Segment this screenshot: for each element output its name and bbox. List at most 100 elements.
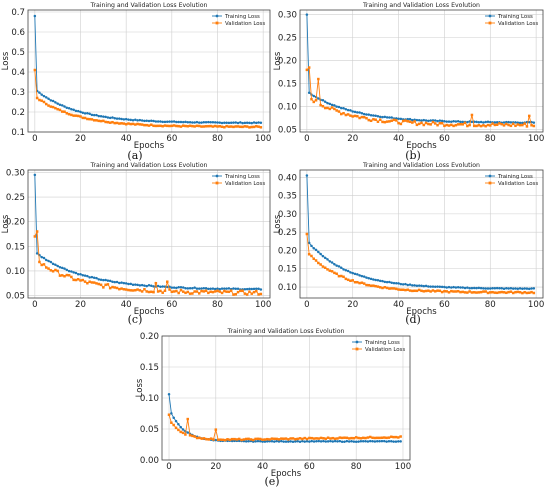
validation-loss-point xyxy=(319,263,322,266)
validation-loss-point xyxy=(361,436,365,440)
validation-loss-point xyxy=(375,436,379,440)
validation-loss-point xyxy=(172,124,176,127)
validation-loss-point xyxy=(240,438,243,442)
training-loss-point xyxy=(209,287,212,290)
validation-loss-point xyxy=(181,290,185,293)
training-loss-point xyxy=(340,106,343,110)
validation-loss-point xyxy=(314,259,318,262)
training-loss-point xyxy=(143,119,146,123)
validation-loss-point xyxy=(376,285,380,288)
validation-loss-point xyxy=(204,125,208,128)
validation-loss-point xyxy=(191,124,194,128)
training-loss-point xyxy=(289,440,292,443)
validation-loss-point xyxy=(489,291,492,294)
training-loss-point xyxy=(51,99,55,103)
x-tick-label: 40 xyxy=(121,134,132,144)
training-loss-point xyxy=(454,286,458,289)
training-loss-point xyxy=(505,286,508,290)
chart-title: Training and Validation Loss Evolution xyxy=(90,162,208,169)
training-loss-point xyxy=(113,280,117,284)
validation-loss-point xyxy=(277,438,281,441)
validation-loss-point xyxy=(427,122,430,126)
validation-loss-point xyxy=(202,290,206,293)
validation-loss-point xyxy=(33,235,37,238)
x-tick-label: 40 xyxy=(393,134,404,144)
training-loss-point xyxy=(282,440,285,443)
validation-loss-point xyxy=(223,125,226,129)
training-loss-point xyxy=(239,121,242,124)
training-loss-point xyxy=(236,121,240,125)
validation-loss-point xyxy=(200,125,203,128)
validation-loss-point xyxy=(152,290,155,294)
training-loss-point xyxy=(255,287,258,290)
y-tick-label: 0.05 xyxy=(278,126,297,136)
training-loss-point xyxy=(395,281,398,285)
y-tick-label: 0.20 xyxy=(140,332,159,342)
validation-loss-point xyxy=(161,291,164,294)
training-loss-point xyxy=(397,440,400,443)
training-loss-point xyxy=(179,120,183,124)
validation-loss-point xyxy=(415,123,419,127)
training-loss-point xyxy=(521,121,524,125)
validation-loss-point xyxy=(422,123,426,127)
validation-loss-point xyxy=(321,104,325,108)
training-loss-point xyxy=(326,440,330,443)
validation-loss-point xyxy=(72,114,75,117)
validation-loss-point xyxy=(191,292,194,295)
training-loss-point xyxy=(450,286,453,289)
training-loss-point xyxy=(129,282,132,286)
training-loss-point xyxy=(356,273,359,276)
y-tick-label: 0.4 xyxy=(11,68,25,78)
training-loss-point xyxy=(234,121,238,124)
training-loss-point xyxy=(493,286,497,290)
training-loss-point xyxy=(362,112,366,116)
validation-loss-point xyxy=(218,125,222,128)
training-loss-point xyxy=(81,273,85,277)
validation-loss-point xyxy=(197,292,201,295)
training-loss-point xyxy=(106,279,110,282)
validation-loss-point xyxy=(236,290,240,294)
training-loss-point xyxy=(211,287,215,290)
validation-loss-point xyxy=(333,271,336,275)
training-loss-point xyxy=(166,120,169,123)
training-loss-point xyxy=(404,282,407,286)
training-loss-point xyxy=(369,114,373,117)
training-loss-point xyxy=(175,120,178,124)
chart-panel: 0.10 0.15 0.20 0.25 0.30 0.35 0.40 0 20 40 60 80 100… xyxy=(273,162,544,326)
training-loss-point xyxy=(247,440,250,443)
training-loss-point xyxy=(495,286,499,290)
training-loss-point xyxy=(411,118,414,122)
training-loss-point xyxy=(296,440,299,443)
validation-loss-point xyxy=(244,437,248,441)
validation-loss-point xyxy=(482,290,485,293)
validation-loss-point xyxy=(406,288,409,291)
validation-loss-point xyxy=(118,287,121,291)
validation-loss-point xyxy=(74,278,78,282)
validation-loss-point xyxy=(317,261,320,265)
validation-loss-point xyxy=(242,438,246,441)
training-loss-point xyxy=(65,106,69,110)
validation-loss-point xyxy=(237,437,241,441)
training-loss-point xyxy=(229,121,233,125)
validation-loss-point xyxy=(56,107,59,111)
validation-loss-point xyxy=(143,288,146,291)
training-loss-point xyxy=(181,286,185,289)
validation-loss-point xyxy=(532,124,536,128)
validation-loss-point xyxy=(257,293,260,296)
training-loss-point xyxy=(70,108,73,111)
validation-loss-point xyxy=(493,123,497,127)
training-loss-point xyxy=(140,283,144,287)
plot-frame xyxy=(27,169,271,299)
training-loss-point xyxy=(321,98,325,102)
training-loss-point xyxy=(54,101,57,104)
validation-loss-point xyxy=(250,292,253,295)
validation-loss-point xyxy=(252,125,256,129)
training-loss-point xyxy=(58,103,62,107)
validation-loss-point xyxy=(270,437,274,440)
validation-loss-point xyxy=(120,122,123,125)
y-tick-label: 0.7 xyxy=(11,8,25,18)
training-loss-point xyxy=(408,117,412,121)
training-loss-point xyxy=(92,113,96,117)
training-loss-point xyxy=(500,287,503,290)
training-loss-point xyxy=(259,121,263,125)
